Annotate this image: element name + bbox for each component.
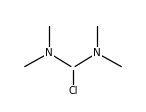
Text: N: N (45, 48, 53, 58)
Text: Cl: Cl (68, 86, 78, 96)
Text: N: N (93, 48, 101, 58)
